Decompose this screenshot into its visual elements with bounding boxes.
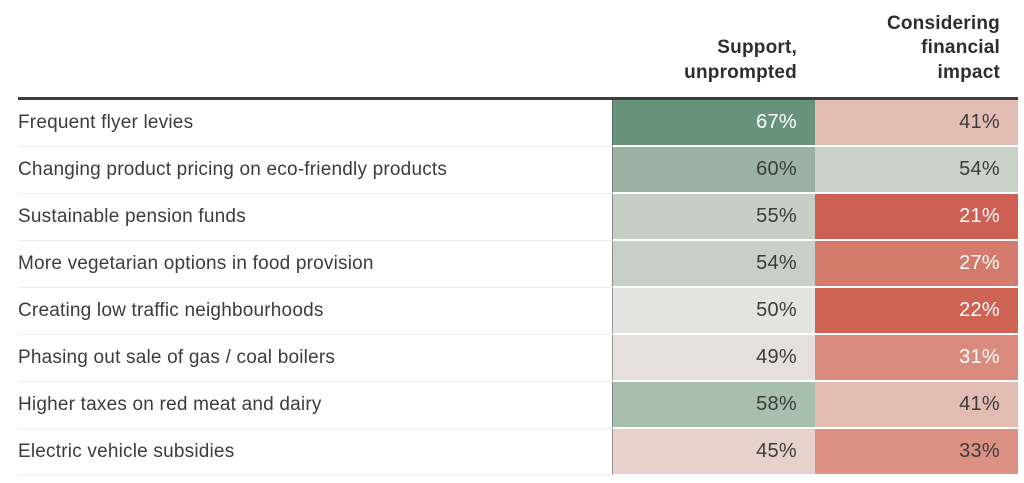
table-row: Creating low traffic neighbourhoods 50% … <box>18 288 1018 335</box>
cell-considering-financial-impact: 31% <box>815 335 1018 382</box>
cell-support-unprompted: 58% <box>612 382 815 429</box>
table-row: Phasing out sale of gas / coal boilers 4… <box>18 335 1018 382</box>
row-label: Changing product pricing on eco-friendly… <box>18 147 612 194</box>
cell-support-unprompted: 54% <box>612 241 815 288</box>
row-label: Creating low traffic neighbourhoods <box>18 288 612 335</box>
policy-support-table: Support, unprompted Considering financia… <box>18 0 1018 476</box>
table-row: Electric vehicle subsidies 45% 33% <box>18 429 1018 476</box>
cell-considering-financial-impact: 22% <box>815 288 1018 335</box>
row-label: Frequent flyer levies <box>18 100 612 147</box>
cell-support-unprompted: 49% <box>612 335 815 382</box>
table-row: Sustainable pension funds 55% 21% <box>18 194 1018 241</box>
row-label: Phasing out sale of gas / coal boilers <box>18 335 612 382</box>
cell-support-unprompted: 60% <box>612 147 815 194</box>
table-row: Changing product pricing on eco-friendly… <box>18 147 1018 194</box>
cell-support-unprompted: 67% <box>612 100 815 147</box>
table-row: Higher taxes on red meat and dairy 58% 4… <box>18 382 1018 429</box>
cell-support-unprompted: 55% <box>612 194 815 241</box>
table-row: More vegetarian options in food provisio… <box>18 241 1018 288</box>
cell-support-unprompted: 50% <box>612 288 815 335</box>
cell-considering-financial-impact: 27% <box>815 241 1018 288</box>
cell-considering-financial-impact: 41% <box>815 382 1018 429</box>
cell-support-unprompted: 45% <box>612 429 815 476</box>
cell-considering-financial-impact: 33% <box>815 429 1018 476</box>
table-body: Frequent flyer levies 67% 41% Changing p… <box>18 97 1018 476</box>
row-label: More vegetarian options in food provisio… <box>18 241 612 288</box>
column-header-support-unprompted: Support, unprompted <box>684 37 797 83</box>
table-header: Support, unprompted Considering financia… <box>18 0 1018 97</box>
row-label: Electric vehicle subsidies <box>18 429 612 476</box>
row-label: Sustainable pension funds <box>18 194 612 241</box>
cell-considering-financial-impact: 21% <box>815 194 1018 241</box>
cell-considering-financial-impact: 54% <box>815 147 1018 194</box>
row-label: Higher taxes on red meat and dairy <box>18 382 612 429</box>
column-header-considering-financial-impact: Considering financial impact <box>886 13 1000 83</box>
cell-considering-financial-impact: 41% <box>815 100 1018 147</box>
table-row: Frequent flyer levies 67% 41% <box>18 100 1018 147</box>
